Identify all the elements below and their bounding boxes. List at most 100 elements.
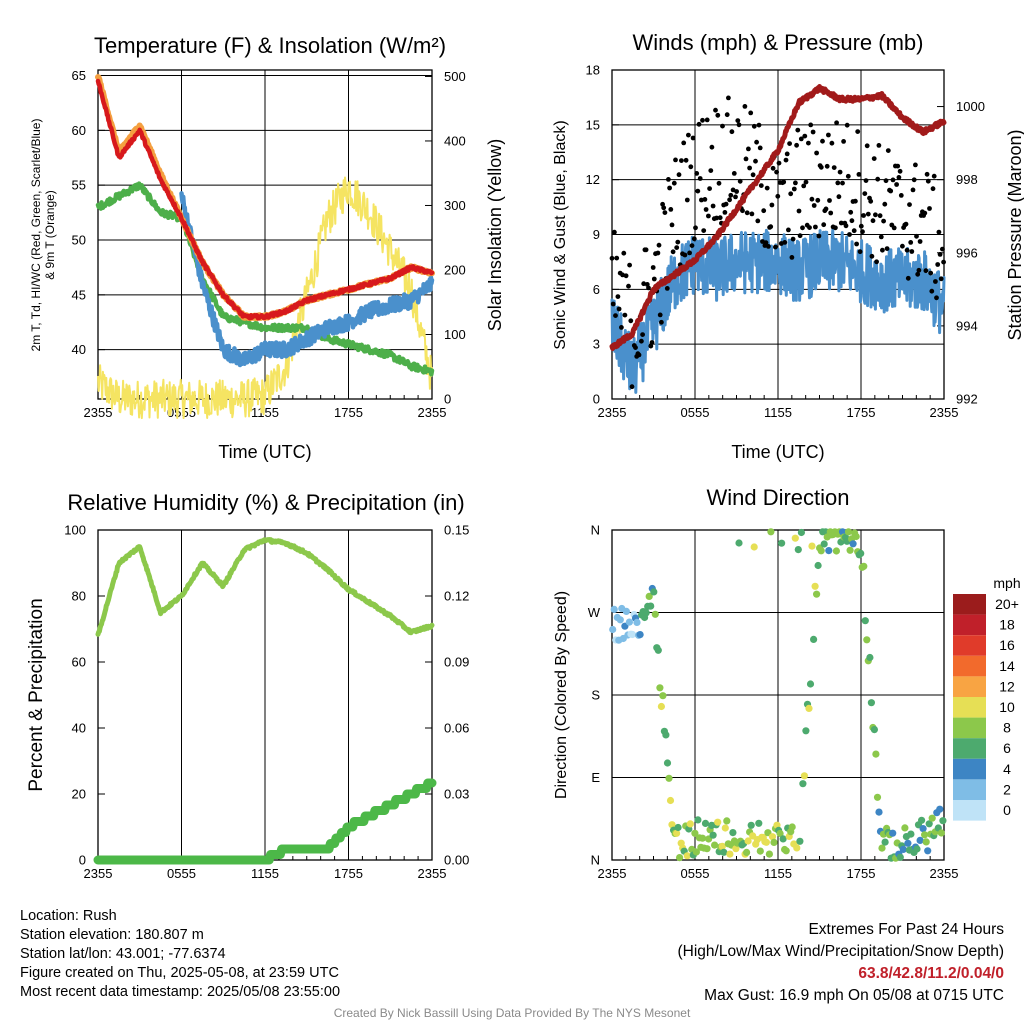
gust-point <box>633 345 638 350</box>
gust-point <box>615 294 621 299</box>
gust-point <box>875 176 881 182</box>
gust-point <box>616 306 622 312</box>
x-tick-label: 0555 <box>167 866 196 881</box>
gust-point <box>885 148 891 154</box>
direction-point <box>889 829 897 837</box>
gust-point <box>731 171 737 176</box>
direction-point <box>694 816 702 824</box>
direction-point <box>663 759 672 767</box>
gust-point <box>853 198 858 204</box>
winds-title: Winds (mph) & Pressure (mb) <box>633 30 924 55</box>
gust-point <box>927 206 932 211</box>
direction-point <box>718 842 726 851</box>
y-tick-label-right: 0.06 <box>444 721 469 736</box>
x-tick-label: 1155 <box>251 405 279 420</box>
gust-point <box>826 132 831 138</box>
direction-point <box>765 850 774 858</box>
direction-point <box>633 618 641 627</box>
direction-point <box>870 726 879 734</box>
gust-point <box>763 240 769 246</box>
gust-point <box>710 203 716 209</box>
y-tick-label: 9 <box>593 227 600 242</box>
gust-point <box>764 185 770 191</box>
gust-point <box>847 232 852 237</box>
y-tick-label-right: 0.03 <box>444 787 469 802</box>
gust-point <box>925 178 931 184</box>
gust-point <box>801 183 807 189</box>
gust-point <box>651 276 657 282</box>
gust-point <box>671 180 677 186</box>
direction-point <box>916 836 924 845</box>
gust-point <box>622 312 628 318</box>
gust-point <box>835 180 841 186</box>
gust-point <box>841 139 846 144</box>
direction-point <box>776 829 784 838</box>
legend-label: 6 <box>1003 740 1011 756</box>
gust-point <box>748 110 754 116</box>
y-tick-label: 15 <box>586 117 600 132</box>
direction-point <box>861 617 869 625</box>
temperature-ylabel-right: Solar Insolation (Yellow) <box>485 139 505 331</box>
winds-panel: 2355 0555 1155 1755 2355 18 15 12 9 6 3 0 1000 998 996… <box>552 30 1024 462</box>
gust-point <box>933 279 938 284</box>
gust-point <box>769 202 775 208</box>
y-tick-label: 18 <box>586 63 600 78</box>
direction-point <box>647 602 655 610</box>
gust-point <box>878 234 884 240</box>
x-tick-label: 2355 <box>418 405 447 420</box>
gust-point <box>754 139 759 145</box>
gust-point <box>930 186 936 192</box>
gust-point <box>733 194 738 200</box>
direction-point <box>651 610 659 618</box>
direction-point <box>825 547 833 555</box>
gust-point <box>924 171 930 177</box>
direction-point <box>654 646 662 654</box>
direction-point <box>622 607 631 616</box>
gust-point <box>612 229 617 235</box>
gust-point <box>774 169 779 175</box>
gust-point <box>898 193 904 198</box>
gust-point <box>626 283 631 289</box>
speed-legend: mph 20+ 18 16 14 12 10 8 6 4 2 0 <box>953 575 1021 821</box>
gust-point <box>761 208 767 214</box>
gust-point <box>757 145 763 151</box>
gust-point <box>838 220 844 226</box>
gust-point <box>836 194 842 200</box>
gust-point <box>782 240 788 245</box>
gust-point <box>640 332 645 337</box>
gust-point <box>914 233 919 239</box>
direction-point <box>666 796 675 805</box>
gust-point <box>831 165 837 171</box>
gust-point <box>758 183 764 189</box>
humidity-panel: 2355 0555 1155 1755 2355 100 80 60 40 20 0 0.15 0.12… <box>26 490 469 881</box>
gust-point <box>673 157 678 163</box>
legend-swatch <box>953 800 986 821</box>
temperature-xlabel: Time (UTC) <box>218 442 311 462</box>
gust-point <box>910 187 916 193</box>
gust-point <box>609 255 615 261</box>
direction-point <box>735 539 743 547</box>
direction-point <box>797 528 806 537</box>
gust-point <box>908 240 914 245</box>
direction-point <box>924 847 932 855</box>
gust-point <box>668 207 674 212</box>
gust-point <box>813 224 818 230</box>
gust-point <box>749 211 755 217</box>
y-tick-label: 0 <box>79 853 86 868</box>
direction-point <box>645 592 653 601</box>
temperature-panel: 2355 0555 1155 1755 235565605550454050040030… <box>29 33 505 462</box>
gust-point <box>911 177 917 183</box>
legend-label: 18 <box>999 617 1015 633</box>
gust-point <box>876 143 882 148</box>
direction-point <box>817 547 825 555</box>
recent-data-text: Most recent data timestamp: 2025/05/08 2… <box>20 984 341 1000</box>
gust-point <box>849 218 855 224</box>
y-tick-label-right: 0.09 <box>444 655 469 670</box>
direction-point <box>720 848 728 856</box>
x-tick-label: 1755 <box>847 866 876 881</box>
direction-point <box>852 532 860 541</box>
gust-point <box>674 245 680 251</box>
gust-point <box>682 252 688 258</box>
direction-point <box>878 844 886 852</box>
gust-point <box>689 243 695 249</box>
